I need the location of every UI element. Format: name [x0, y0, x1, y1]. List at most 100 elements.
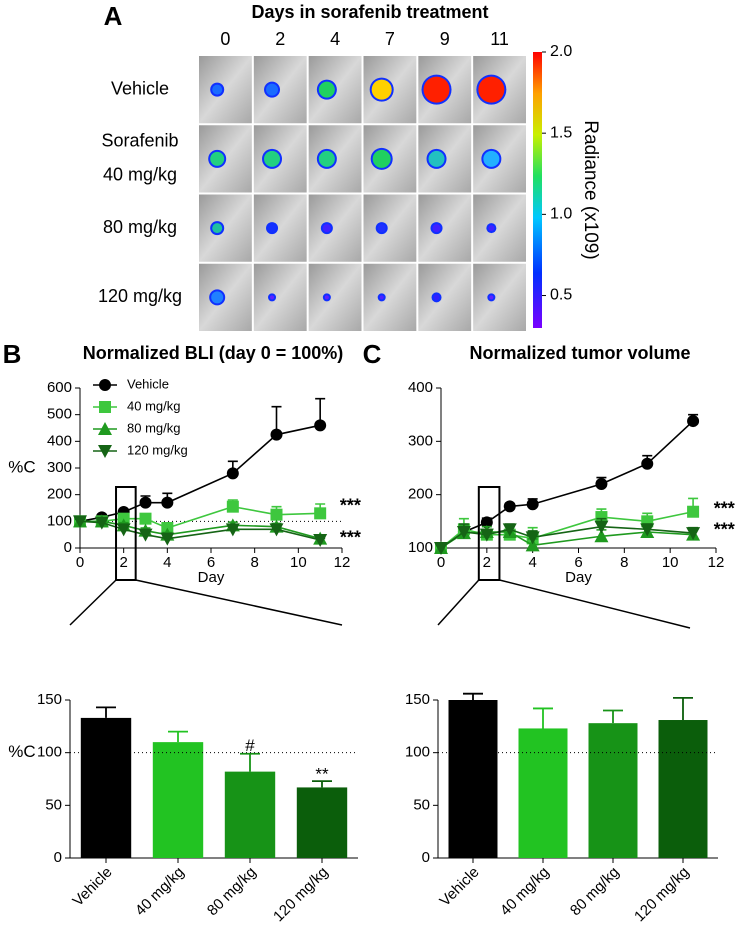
data-point	[94, 516, 109, 530]
data-point	[479, 528, 494, 542]
error-bar	[463, 692, 483, 700]
data-point	[139, 512, 152, 525]
data-point	[503, 500, 516, 513]
series-line	[79, 520, 321, 541]
signal-core	[488, 225, 495, 232]
legend-label: 80 mg/kg	[127, 420, 180, 435]
column-label: 9	[440, 29, 450, 49]
signal-core	[318, 150, 335, 167]
zoom-connector	[437, 579, 480, 626]
x-tick-label: 12	[708, 554, 725, 571]
colorbar-tick-label: 2.0	[550, 43, 572, 60]
data-point	[594, 529, 609, 543]
error-bar	[168, 730, 188, 743]
image-cell	[363, 194, 417, 262]
bar	[152, 742, 204, 858]
image-cell	[418, 263, 472, 331]
y-axis-label: %C	[8, 742, 35, 761]
signal-core	[210, 151, 225, 166]
signal-core	[379, 295, 384, 300]
signal-core	[324, 295, 329, 300]
y-tick-label: 0	[422, 849, 430, 866]
data-point	[116, 523, 131, 537]
signal-core	[423, 76, 450, 103]
legend-label: Vehicle	[127, 376, 169, 391]
signal-core	[212, 84, 223, 95]
x-tick-label: Vehicle	[436, 864, 482, 910]
image-cell	[363, 263, 417, 331]
colorbar-label: Radiance (x109)	[580, 120, 601, 259]
x-tick-label: 4	[163, 554, 171, 571]
column-label: 7	[385, 29, 395, 49]
data-point	[687, 415, 700, 428]
legend-label: 40 mg/kg	[127, 398, 180, 413]
annotation: ***	[340, 527, 361, 547]
signal-core	[432, 224, 441, 233]
data-point	[686, 527, 701, 541]
colorbar-tick-label: 1.5	[550, 124, 572, 141]
data-point	[594, 520, 609, 534]
image-cell	[308, 194, 362, 262]
error-bar	[533, 707, 553, 729]
y-tick-label: 100	[47, 512, 72, 529]
y-tick-label: 0	[54, 849, 62, 866]
x-tick-label: Vehicle	[69, 864, 115, 910]
data-point	[595, 511, 608, 524]
data-point	[314, 419, 327, 432]
data-point	[226, 500, 239, 513]
signal-core	[264, 150, 281, 167]
zoom-box	[477, 486, 501, 581]
annotation: ***	[340, 495, 361, 515]
x-tick-label: 40 mg/kg	[497, 864, 553, 920]
y-tick-label: 50	[45, 796, 62, 813]
y-axis-label: %C	[8, 457, 35, 476]
data-point	[226, 467, 239, 480]
column-label: 2	[275, 29, 285, 49]
y-tick-label: 50	[413, 796, 430, 813]
bar	[296, 787, 348, 858]
error-bar	[673, 696, 693, 721]
signal-core	[318, 81, 335, 98]
legend-label: 120 mg/kg	[127, 442, 188, 457]
row-label: 120 mg/kg	[98, 286, 182, 306]
x-tick-label: 0	[76, 554, 84, 571]
data-point	[270, 508, 283, 521]
y-tick-label: 400	[47, 432, 72, 449]
zoom-connector	[499, 579, 691, 629]
signal-core	[433, 294, 440, 301]
data-point	[434, 542, 448, 555]
data-point	[160, 532, 175, 546]
signal-core	[483, 150, 500, 167]
data-point	[225, 523, 240, 537]
y-tick-label: 200	[47, 486, 72, 503]
x-tick-label: 2	[119, 554, 127, 571]
signal-core	[270, 295, 275, 300]
x-tick-label: 2	[483, 554, 491, 571]
data-point	[139, 496, 152, 509]
data-point	[480, 516, 493, 529]
x-tick-label: 120 mg/kg	[270, 864, 332, 926]
signal-core	[489, 295, 494, 300]
data-point	[270, 428, 283, 441]
legend-marker	[98, 445, 112, 458]
data-point	[525, 531, 540, 545]
y-tick-label: 300	[47, 459, 72, 476]
colorbar	[533, 52, 542, 328]
data-point	[640, 523, 655, 537]
panel-letter: B	[3, 339, 22, 369]
chart-title: Normalized BLI (day 0 = 100%)	[83, 343, 344, 363]
bar	[448, 700, 498, 858]
data-point	[502, 523, 517, 537]
image-cell	[199, 263, 252, 331]
y-tick-label: 300	[408, 432, 433, 449]
data-point	[595, 478, 608, 490]
signal-core	[428, 150, 445, 167]
row-label: 40 mg/kg	[103, 165, 177, 185]
x-tick-label: 6	[207, 554, 215, 571]
column-label: 11	[490, 29, 509, 49]
signal-core	[266, 83, 279, 96]
image-cell	[253, 263, 307, 331]
column-label: 4	[330, 29, 340, 49]
data-point	[525, 538, 540, 552]
panel-letter: A	[104, 1, 123, 31]
